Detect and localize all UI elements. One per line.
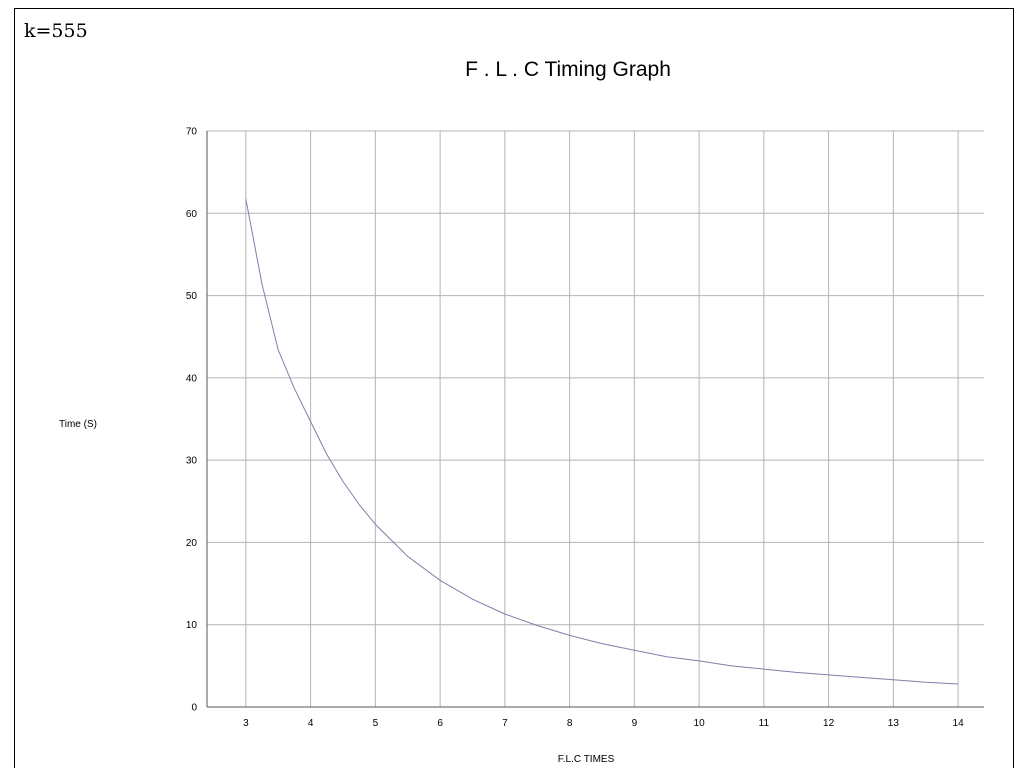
x-tick-label: 6 (437, 718, 443, 729)
y-tick-label: 60 (186, 209, 198, 220)
x-tick-label: 9 (632, 718, 638, 729)
x-tick-label: 12 (823, 718, 835, 729)
chart-title: F . L . C Timing Graph (465, 58, 671, 81)
grid-lines (207, 130, 984, 707)
y-axis-label: Time (S) (59, 419, 97, 430)
x-axis-label: F.L.C TIMES (558, 754, 615, 764)
y-tick-label: 40 (186, 373, 198, 384)
x-tick-label: 4 (308, 718, 314, 729)
tick-labels: 0 10 20 30 40 50 60 70 3 4 5 6 7 8 9 10 11 12 13 14 (186, 127, 964, 730)
x-tick-label: 8 (567, 718, 573, 729)
x-tick-label: 5 (373, 718, 379, 729)
axes (206, 131, 984, 708)
y-tick-label: 20 (186, 538, 198, 549)
x-tick-label: 11 (759, 718, 770, 729)
y-tick-label: 30 (186, 456, 198, 467)
y-tick-label: 10 (186, 620, 198, 631)
series-line-group (245, 199, 959, 685)
series-line (245, 199, 959, 685)
x-tick-label: 14 (953, 718, 965, 729)
k-constant-label: k=555 (24, 20, 88, 42)
y-tick-label: 0 (191, 703, 197, 714)
x-tick-label: 10 (694, 718, 706, 729)
y-tick-label: 50 (186, 291, 198, 302)
x-tick-label: 7 (502, 718, 508, 729)
x-tick-label: 13 (888, 718, 900, 729)
chart-frame (14, 8, 1014, 768)
y-tick-label: 70 (186, 127, 198, 138)
x-tick-label: 3 (243, 718, 249, 729)
